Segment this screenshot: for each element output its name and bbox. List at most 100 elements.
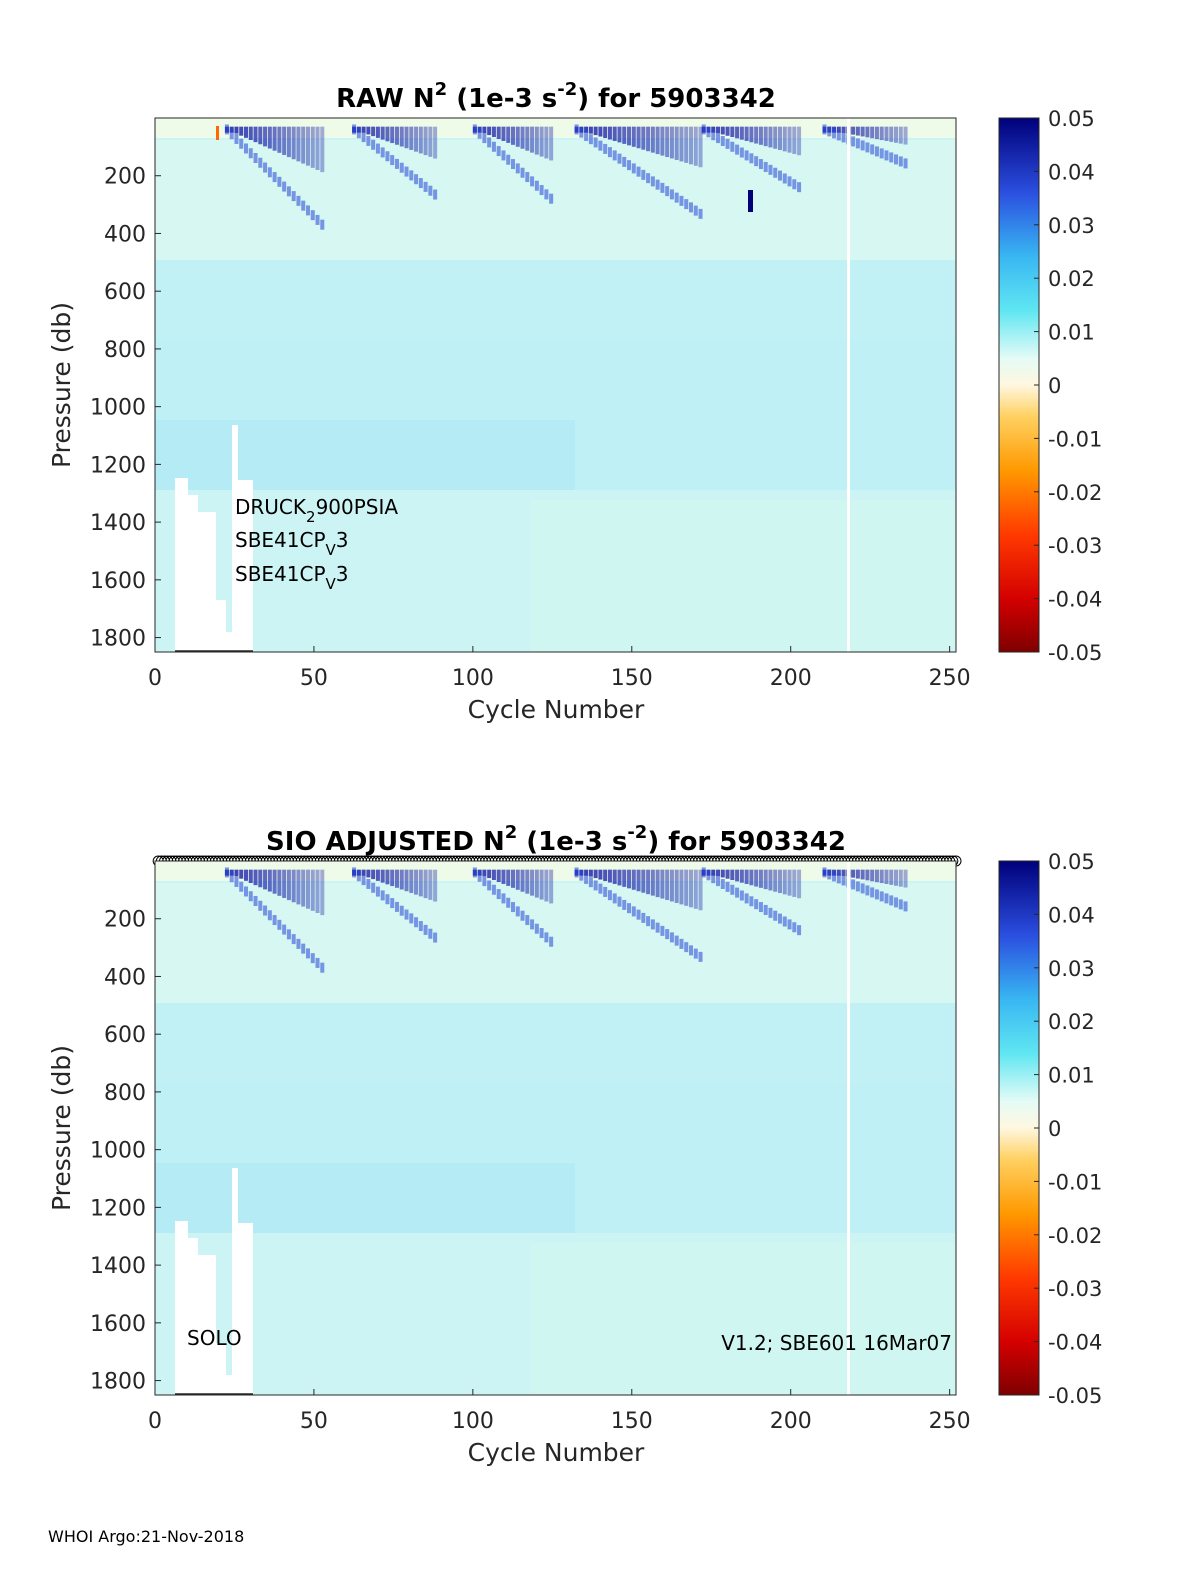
strat-cell [889,869,894,885]
strat-cell [315,126,320,170]
strat-cell [423,869,428,899]
colorbar-tick-label: -0.02 [1048,481,1102,505]
strat-cell [301,943,306,954]
strat-cell [239,869,244,879]
y-axis-label: Pressure (db) [47,1045,76,1211]
strat-cell [739,890,744,901]
strat-cell [272,172,277,183]
strat-cell [352,124,357,135]
strat-cell [506,126,511,143]
chart-title: SIO ADJUSTED N2 (1e-3 s-2) for 5903342 [266,822,846,857]
y-tick-label: 1000 [90,396,146,421]
strat-cell [487,137,492,148]
strat-cell [778,913,782,924]
y-tick-label: 800 [104,338,146,363]
strat-cell [763,126,768,147]
strat-cell [669,189,674,200]
strat-cell [282,181,287,192]
heatmap-lower-band [530,1243,956,1395]
strat-cell [272,915,277,926]
strat-cell [603,886,608,897]
strat-cell [744,126,749,141]
strat-cell [501,126,506,141]
strat-cell [768,126,773,148]
strat-cell [660,869,665,899]
colorbar-tick-label: -0.01 [1048,1170,1102,1194]
strat-cell [501,150,506,161]
x-tick-label: 250 [929,1409,971,1434]
strat-cell [530,126,535,153]
strat-cell [598,883,603,894]
strat-cell [375,126,380,138]
strat-cell [296,126,301,162]
strat-cell [418,869,423,897]
strat-cell [380,147,385,158]
x-axis: 0 50 100 150 200 250 [148,646,971,691]
strat-cell [404,869,409,892]
strat-cell [544,932,549,943]
strat-cell [865,869,870,881]
strat-cell [894,154,899,165]
x-tick-label: 100 [452,666,494,691]
strat-cell [744,869,749,884]
strat-cell [593,869,598,879]
strat-cell [636,869,641,892]
x-tick-label: 150 [611,666,653,691]
strat-cell [496,146,501,157]
strat-cell [361,869,366,876]
colorbar-ticks: 0.05 0.04 0.03 0.02 0.01 0 -0.01 -0.02 -0.03 -0.0… [1034,107,1102,665]
strat-cell [669,869,674,902]
strat-cell [763,161,768,172]
strat-cell [730,884,735,895]
strat-cell [655,126,660,155]
strat-cell [646,173,651,184]
strat-cell [851,136,856,147]
colorbar-tick-label: -0.02 [1048,1224,1102,1248]
x-tick-label: 200 [770,666,812,691]
strat-cell [693,205,698,216]
colorbar-gradient [998,117,1040,653]
strat-cell [588,134,593,145]
strat-cell [286,186,291,197]
y-tick-label: 600 [104,280,146,305]
strat-cell [409,126,414,150]
x-tick-label: 150 [611,1409,653,1434]
missing-data-region [175,425,253,652]
stratification-features [224,124,908,230]
strat-cell [841,869,846,876]
strat-cell [584,869,589,876]
strat-cell [870,144,875,155]
strat-cell [603,126,608,139]
raw-n2-panel: RAW N2 (1e-3 s-2) for 5903342 200 400 600 8… [47,79,1102,724]
strat-cell [544,189,549,200]
strat-cell [763,904,768,915]
colorbar-tick-label: 0 [1048,1117,1061,1141]
strat-cell [433,869,438,902]
strat-cell [515,906,520,917]
strat-cell [248,891,253,902]
strat-cell [515,869,520,890]
strat-cell [836,869,841,876]
strat-cell [598,869,603,880]
strat-cell [665,869,670,901]
strat-cell [735,144,740,155]
y-tick-label: 400 [104,222,146,247]
strat-cell [684,869,689,906]
strat-cell [390,126,395,144]
strat-cell [244,126,248,138]
strat-cell [889,126,894,142]
strat-cell [520,869,525,892]
strat-cell [889,895,894,906]
strat-cell [593,137,598,148]
strat-cell [534,126,539,155]
strat-cell [627,160,632,171]
colorbar: 0.05 0.04 0.03 0.02 0.01 0 -0.01 -0.02 -0.03 -0.0… [998,107,1102,665]
strat-cell [380,890,385,901]
strat-cell [356,128,361,139]
strat-cell [258,900,263,911]
strat-cell [423,181,428,192]
strat-cell [263,905,268,916]
strat-cell [865,885,870,896]
strat-cell [291,126,296,160]
strat-cell [320,219,325,230]
